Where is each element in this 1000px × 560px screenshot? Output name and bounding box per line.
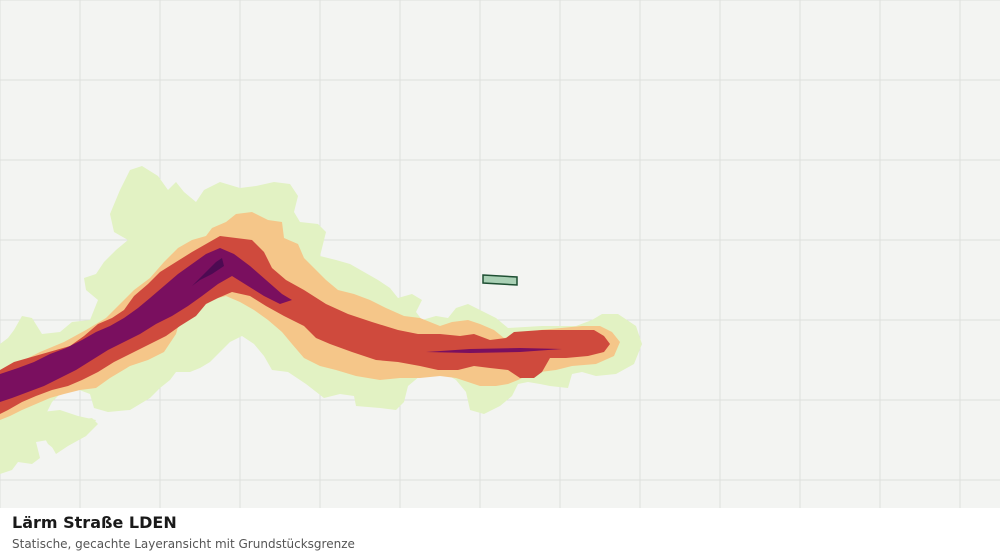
noise-band-outer-patch	[40, 410, 96, 452]
layer-title: Lärm Straße LDEN	[12, 513, 177, 532]
noise-map[interactable]	[0, 0, 1000, 508]
noise-band-high-streak	[426, 348, 562, 353]
layer-subtitle: Statische, gecachte Layeransicht mit Gru…	[12, 537, 355, 551]
map-caption: Lärm Straße LDEN Statische, gecachte Lay…	[0, 508, 1000, 560]
parcel-boundary[interactable]	[482, 274, 518, 286]
noise-band-high	[0, 248, 292, 402]
noise-band-very-high	[192, 258, 224, 286]
map-canvas	[0, 0, 1000, 508]
noise-band-medium	[0, 236, 610, 414]
